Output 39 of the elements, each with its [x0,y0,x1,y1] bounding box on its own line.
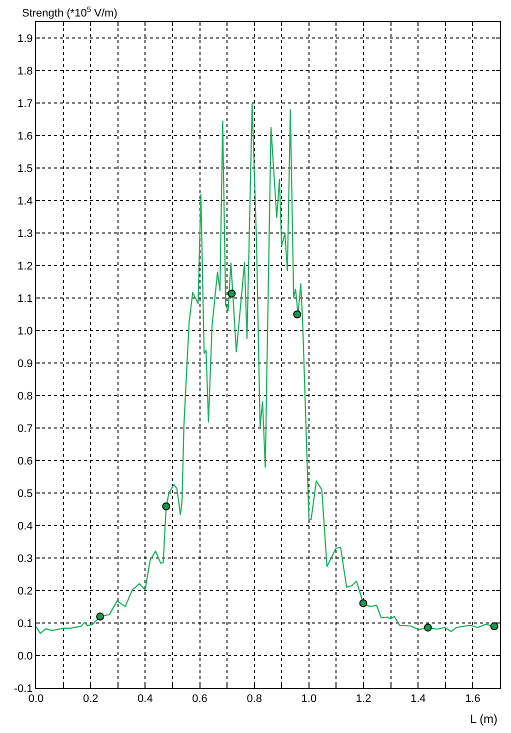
y-tick-label: -0.1 [14,682,33,695]
y-tick-label: 1.6 [18,130,33,143]
x-tick-label: 1.0 [301,693,317,706]
y-tick-label: 1.3 [18,228,33,240]
y-tick-label: 1.0 [18,325,33,338]
y-tick-label: 0.4 [18,520,33,532]
x-tick-label: 0.2 [82,693,98,706]
y-tick-label: 0.0 [18,650,33,662]
y-tick-label: 1.4 [18,196,33,208]
y-tick-label: 0.5 [18,488,33,500]
point [293,310,302,318]
point [162,502,170,510]
x-tick-label: 1.4 [410,693,426,706]
y-tick-label: 1.2 [18,260,33,273]
point [359,599,368,608]
x-axis-title: L (m) [470,712,498,726]
y-tick-label: 1.9 [18,33,33,46]
y-tick-label: 0.9 [18,358,33,370]
y-tick-label: 1.1 [18,293,33,305]
point [228,290,236,298]
x-tick-label: 1.2 [356,693,372,706]
x-tick-label: 0.4 [138,693,153,706]
y-tick-label: 0.2 [18,585,33,598]
x-tick-label: 0.0 [28,693,44,706]
y-tick-label: 0.3 [18,552,33,565]
y-tick-label: 0.8 [18,390,33,402]
y-axis-title: Strength (*10$^{5}$ V/m) [22,5,118,20]
y-tick-label: 1.7 [18,98,33,110]
point [96,612,104,621]
point [424,624,432,632]
x-tick-label: 0.8 [246,693,262,706]
y-tick-label: 0.1 [18,618,33,630]
x-tick-label: 1.6 [465,693,480,706]
y-tick-label: 1.8 [18,66,33,78]
x-tick-label: 0.6 [192,693,208,706]
y-tick-label: 0.6 [18,455,33,468]
point [490,622,498,630]
y-tick-label: 1.5 [18,163,33,176]
y-tick-label: 0.7 [18,422,33,435]
